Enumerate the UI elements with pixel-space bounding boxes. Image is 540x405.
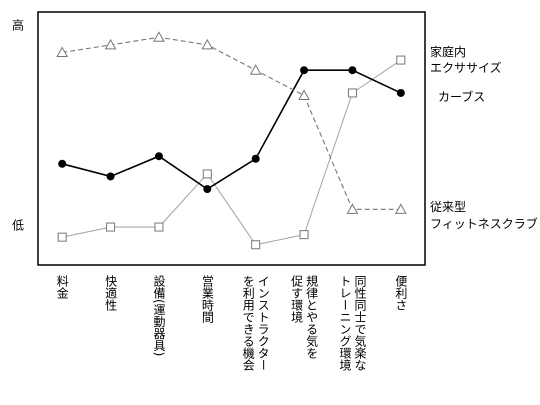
marker xyxy=(346,203,359,214)
y-tick-label: 低 xyxy=(12,219,24,233)
marker xyxy=(104,38,117,50)
marker xyxy=(106,172,115,181)
x-tick-label: 営業時間 xyxy=(200,275,214,323)
x-tick-label: 設備(運動器具) xyxy=(152,274,166,357)
marker xyxy=(154,152,163,161)
legend-label: カーブス xyxy=(438,89,485,104)
x-tick-label: 料金 xyxy=(55,275,69,299)
marker xyxy=(201,38,214,50)
marker xyxy=(202,169,212,179)
y-tick-label: 高 xyxy=(12,18,24,33)
marker xyxy=(153,31,165,42)
marker xyxy=(249,64,262,75)
series-line xyxy=(62,36,401,210)
marker xyxy=(154,222,164,232)
x-tick-label: 快適性 xyxy=(104,275,118,312)
marker xyxy=(347,88,357,98)
series-line xyxy=(61,69,402,191)
marker xyxy=(396,88,405,97)
marker xyxy=(106,222,116,232)
marker xyxy=(203,185,212,194)
legend-label: 従来型フィットネスクラブ xyxy=(430,200,538,231)
marker xyxy=(58,159,67,168)
x-tick-label: インストラクターを利用できる機会 xyxy=(241,275,270,372)
plot-frame xyxy=(37,11,426,266)
series-line xyxy=(62,59,402,246)
marker xyxy=(56,46,69,57)
x-tick-label: 便利さ xyxy=(394,275,408,311)
marker xyxy=(300,66,309,75)
x-tick-label: 同性同士で気楽なトレーニング環境 xyxy=(338,275,367,371)
marker xyxy=(394,203,407,214)
marker xyxy=(57,232,67,242)
marker xyxy=(298,89,310,100)
marker xyxy=(251,154,260,163)
marker xyxy=(348,66,357,75)
marker xyxy=(299,230,309,240)
marker xyxy=(251,240,261,250)
marker xyxy=(396,55,406,65)
x-tick-label: 規律とやる気を促す環境 xyxy=(290,274,319,359)
legend-label: 家庭内エクササイズ xyxy=(430,44,502,75)
